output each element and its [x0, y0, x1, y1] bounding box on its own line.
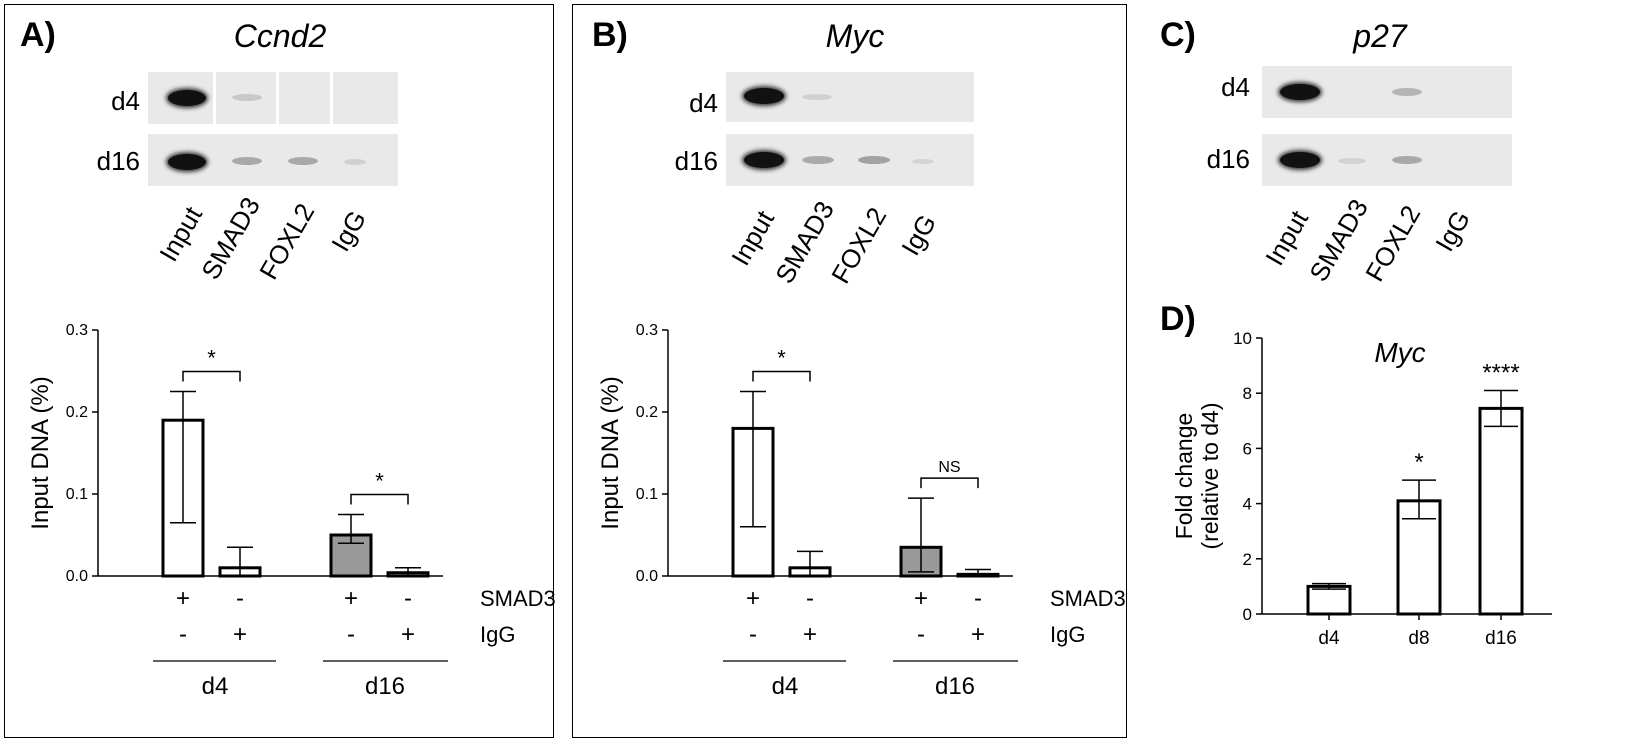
- chart-b-ylabel: Input DNA (%): [597, 376, 624, 529]
- gel-c-row-d16: d16: [1206, 144, 1250, 174]
- chart-d-xtick-label-1: d8: [1408, 628, 1429, 649]
- chart-b-group-label-0: d4: [772, 673, 799, 700]
- chart-a-igg-sign-3: +: [401, 621, 415, 648]
- chart-a-smad3-sign-2: +: [344, 585, 358, 612]
- chart-d-xtick-label-0: d4: [1318, 628, 1340, 649]
- chart-a-ytick-label-1: 0.1: [66, 486, 88, 503]
- chart-b-ytick-label-0: 0.0: [636, 568, 658, 585]
- chart-d-ytick-label-3: 6: [1243, 439, 1252, 458]
- chart-a-group-label-0: d4: [202, 673, 229, 700]
- panel-b-box: [572, 4, 1127, 738]
- chart-b-sig-label-0: *: [777, 346, 786, 371]
- chart-a-sig-label-0: *: [207, 346, 216, 371]
- panel-b-label: B): [592, 16, 628, 54]
- gel-b-d4: [726, 72, 974, 122]
- chart-d-ytick-label-5: 10: [1233, 329, 1252, 348]
- chart-b-row-igg-label: IgG: [1050, 622, 1085, 647]
- chart-d-ylabel-1: (relative to d4): [1197, 402, 1223, 549]
- chart-d-ytick-label-1: 2: [1243, 550, 1252, 569]
- chart-a-smad3-sign-1: -: [236, 585, 244, 612]
- chart-d-title: Myc: [1374, 337, 1425, 368]
- chart-b-ytick-label-1: 0.1: [636, 486, 658, 503]
- chart-a-group-label-1: d16: [365, 673, 405, 700]
- chart-d-ylabel-0: Fold change: [1171, 413, 1197, 540]
- gel-a-row-d16: d16: [96, 146, 140, 176]
- panel-b-gene: Myc: [825, 18, 885, 54]
- chart-d-xtick-label-2: d16: [1485, 628, 1517, 649]
- chart-d-ytick-label-4: 8: [1243, 384, 1252, 403]
- chart-b-igg-sign-0: -: [749, 621, 757, 648]
- chart-b-sig-bracket-0: [752, 370, 811, 382]
- gel-c-d16: [1262, 134, 1512, 186]
- chart-b-ytick-label-2: 0.2: [636, 404, 658, 421]
- chart-a-smad3-sign-3: -: [404, 585, 412, 612]
- gel-a-d16: [148, 134, 398, 186]
- gel-a-d4: [148, 72, 398, 124]
- chart-a-row-igg-label: IgG: [480, 622, 515, 647]
- chart-b-group-label-1: d16: [935, 673, 975, 700]
- gel-b-d16: [726, 134, 974, 186]
- chart-b-igg-sign-1: +: [803, 621, 817, 648]
- chart-b-smad3-sign-1: -: [806, 585, 814, 612]
- gel-c-d4: [1262, 66, 1512, 118]
- chart-a-sig-label-1: *: [375, 469, 384, 494]
- chart-b-sig-label-1: NS: [938, 459, 960, 476]
- gel-b-row-d16: d16: [674, 146, 718, 176]
- panel-a-box: [4, 4, 554, 738]
- chart-b-smad3-sign-3: -: [974, 585, 982, 612]
- chart-d-ytick-label-0: 0: [1243, 605, 1252, 624]
- chart-a-sig-bracket-0: [182, 370, 241, 382]
- chart-a-row-smad3-label: SMAD3: [480, 586, 556, 611]
- chart-a-ytick-label-3: 0.3: [66, 322, 88, 339]
- chart-d-annotation-1: *: [1414, 449, 1423, 476]
- chart-b-row-smad3-label: SMAD3: [1050, 586, 1126, 611]
- chart-d-bar-0: [1306, 584, 1352, 616]
- gel-c-row-d4: d4: [1221, 72, 1250, 102]
- chart-a-igg-sign-0: -: [179, 621, 187, 648]
- chart-b-igg-sign-3: +: [971, 621, 985, 648]
- panel-a-label: A): [20, 16, 56, 54]
- chart-a-ytick-label-2: 0.2: [66, 404, 88, 421]
- gel-a-row-d4: d4: [111, 86, 140, 116]
- panel-a-gene: Ccnd2: [233, 18, 327, 54]
- chart-a-sig-bracket-1: [350, 493, 409, 505]
- panel-c-gene: p27: [1353, 18, 1407, 54]
- panel-d-label: D): [1160, 300, 1196, 338]
- chart-b-sig-bracket-1: [920, 477, 979, 489]
- chart-b-ytick-label-3: 0.3: [636, 322, 658, 339]
- chart-d-annotation-2: ****: [1482, 359, 1519, 386]
- chart-a-ylabel: Input DNA (%): [27, 376, 54, 529]
- chart-d-bar-2: [1478, 406, 1524, 616]
- panel-c-label: C): [1160, 16, 1196, 54]
- chart-d-ytick-label-2: 4: [1243, 495, 1252, 514]
- chart-a-ytick-label-0: 0.0: [66, 568, 88, 585]
- gel-b-row-d4: d4: [689, 88, 718, 118]
- chart-a-igg-sign-2: -: [347, 621, 355, 648]
- chart-b-smad3-sign-0: +: [746, 585, 760, 612]
- chart-b-igg-sign-2: -: [917, 621, 925, 648]
- chart-b-smad3-sign-2: +: [914, 585, 928, 612]
- chart-a-smad3-sign-0: +: [176, 585, 190, 612]
- chart-a-igg-sign-1: +: [233, 621, 247, 648]
